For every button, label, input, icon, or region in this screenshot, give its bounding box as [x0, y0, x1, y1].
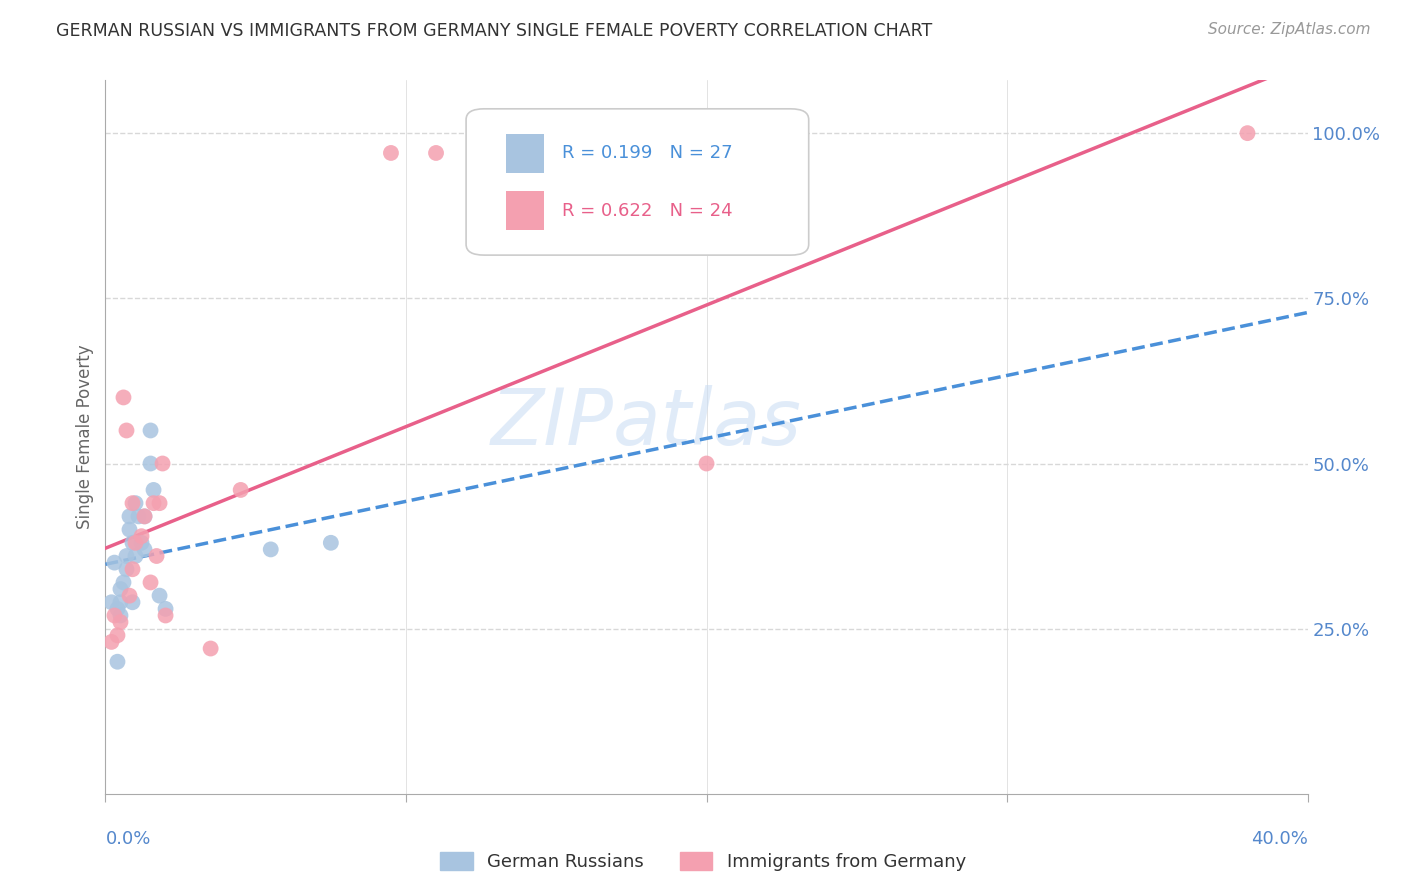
Point	[121, 595, 143, 609]
Point	[118, 589, 141, 603]
Point	[124, 536, 146, 550]
Point	[110, 615, 132, 629]
Point	[124, 549, 146, 563]
Point	[155, 608, 177, 623]
Bar	[506, 191, 544, 230]
Point	[107, 655, 129, 669]
Point	[112, 575, 135, 590]
Point	[128, 509, 150, 524]
Point	[319, 536, 342, 550]
Point	[115, 424, 138, 438]
Point	[425, 145, 447, 160]
Point	[121, 562, 143, 576]
Text: 40.0%: 40.0%	[1251, 830, 1308, 847]
Point	[148, 496, 170, 510]
Point	[131, 529, 153, 543]
Point	[107, 602, 129, 616]
Text: 0.0%: 0.0%	[105, 830, 150, 847]
Point	[134, 542, 156, 557]
FancyBboxPatch shape	[465, 109, 808, 255]
Y-axis label: Single Female Poverty: Single Female Poverty	[76, 345, 94, 529]
Point	[112, 391, 135, 405]
Point	[134, 509, 156, 524]
Point	[110, 595, 132, 609]
Text: GERMAN RUSSIAN VS IMMIGRANTS FROM GERMANY SINGLE FEMALE POVERTY CORRELATION CHAR: GERMAN RUSSIAN VS IMMIGRANTS FROM GERMAN…	[56, 22, 932, 40]
Point	[134, 509, 156, 524]
Point	[110, 608, 132, 623]
Point	[142, 483, 165, 497]
Point	[145, 549, 167, 563]
Point	[100, 595, 122, 609]
Bar	[506, 134, 544, 173]
Legend: German Russians, Immigrants from Germany: German Russians, Immigrants from Germany	[433, 845, 973, 879]
Point	[115, 562, 138, 576]
Point	[121, 496, 143, 510]
Point	[380, 145, 402, 160]
Point	[142, 496, 165, 510]
Text: ZIPatlas: ZIPatlas	[491, 384, 801, 461]
Text: R = 0.199   N = 27: R = 0.199 N = 27	[562, 145, 733, 162]
Point	[260, 542, 283, 557]
Point	[107, 628, 129, 642]
Point	[118, 509, 141, 524]
Point	[139, 457, 162, 471]
Point	[124, 496, 146, 510]
Point	[110, 582, 132, 596]
Point	[152, 457, 174, 471]
Point	[100, 635, 122, 649]
Point	[131, 536, 153, 550]
Point	[1236, 126, 1258, 140]
Point	[148, 589, 170, 603]
Point	[103, 608, 125, 623]
Point	[155, 602, 177, 616]
Point	[139, 424, 162, 438]
Text: R = 0.622   N = 24: R = 0.622 N = 24	[562, 202, 733, 219]
Point	[103, 556, 125, 570]
Point	[696, 457, 718, 471]
Point	[121, 536, 143, 550]
Point	[115, 549, 138, 563]
Point	[139, 575, 162, 590]
Point	[229, 483, 252, 497]
Text: Source: ZipAtlas.com: Source: ZipAtlas.com	[1208, 22, 1371, 37]
Point	[200, 641, 222, 656]
Point	[118, 523, 141, 537]
